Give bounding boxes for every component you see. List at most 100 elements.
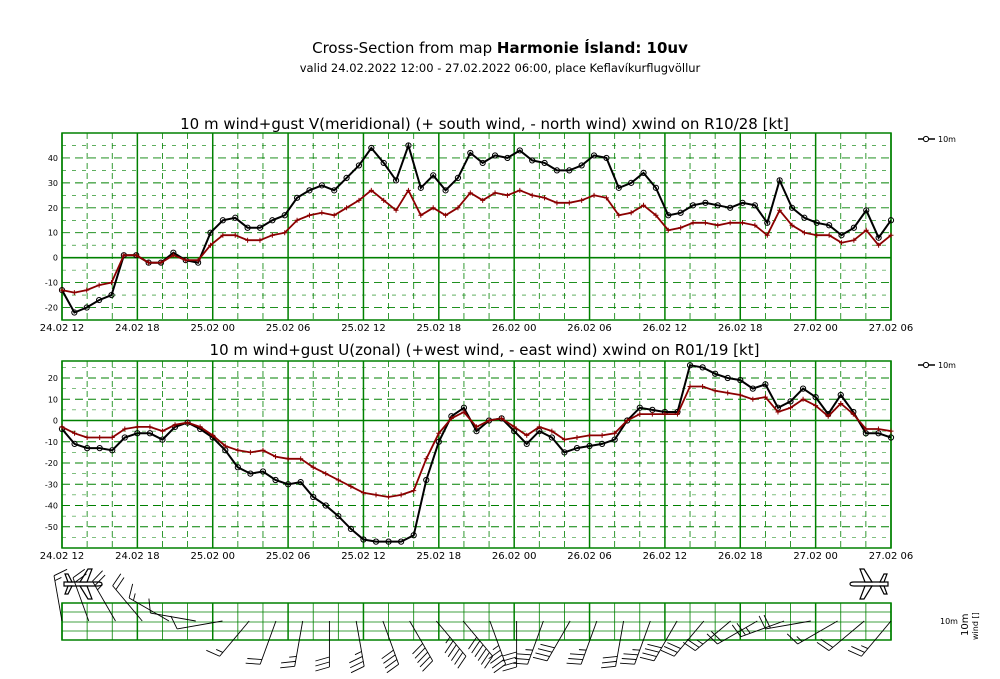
data-point-model [587,432,593,438]
data-point-10m [284,481,292,488]
y-tick-label: -20 [45,459,58,468]
data-point-model [344,205,350,211]
data-point-model [405,187,411,193]
wind-barb-staff [861,620,892,657]
wind-barb-feather [535,652,550,657]
page-title: Cross-Section from map Harmonie Ísland: … [312,39,688,57]
data-point-model [616,212,622,218]
data-point-model [702,220,708,226]
data-point-10m [812,394,819,401]
data-point-10m [875,234,882,241]
data-point-10m [293,194,301,201]
wind-barb [682,620,731,651]
wind-barb-feather [381,649,394,660]
data-point-model [486,418,492,423]
data-point-model [566,200,572,206]
data-point-10m [677,209,684,216]
data-point-10m [219,217,226,224]
data-point-10m [762,381,769,388]
wind-barb-feather [516,653,532,656]
data-point-10m [297,479,304,486]
wind-barb [128,583,170,622]
wind-barb-feather [206,649,220,657]
data-point-model [207,242,213,248]
wind-barb-feather [444,640,454,654]
data-point-10m [435,438,442,445]
data-point-10m [479,159,486,167]
legend-label: 10m [938,135,956,144]
data-point-model [430,205,436,211]
airplane-tail [64,573,73,595]
data-point-10m [548,434,555,441]
data-point-model [492,190,498,196]
data-point-model [108,280,114,286]
wind-barb [315,621,330,672]
data-point-model [436,430,442,436]
wind-barb-panel: 10m 10m wind [] [53,568,980,674]
wind-barb-half-feather [354,651,362,656]
wind-barb [92,570,116,622]
x-tick-label: 26.02 00 [492,551,537,562]
wind-barb-half-feather [445,636,451,644]
wind-barb-feather [566,662,582,665]
data-point-model [84,435,90,440]
data-point-10m [689,202,697,209]
wind-barb-staff [92,580,116,622]
wind-barb-feather [128,583,134,599]
wind-barb-feather [386,663,399,674]
data-point-10m [516,147,523,154]
data-point-model [443,212,449,218]
airplane-icon [849,568,889,600]
y-tick-label: 30 [48,179,58,188]
data-point-10m [109,447,116,454]
wind-barb [245,620,277,665]
wind-barb-feather [663,646,678,653]
data-point-10m [256,224,264,231]
wind-barb-feather [280,665,295,669]
data-point-model [624,418,630,423]
wind-barb-feather [474,644,484,658]
data-point-model [888,428,894,434]
data-point-10m [331,187,338,194]
data-point-model [298,456,304,462]
data-point-10m [355,162,363,169]
wind-barb-feather [568,658,583,660]
data-point-10m [523,440,530,447]
wind-barb-feather [349,656,363,664]
data-point-model [285,456,291,462]
data-point-10m [368,144,375,152]
data-point-model [232,232,238,238]
wind-barb-feather [349,660,364,669]
data-point-10m [739,199,746,206]
wind-barb-half-feather [578,649,587,651]
wind-barb-feather [384,659,398,669]
wind-barb [462,620,494,669]
data-point-model [549,428,555,434]
wind-barb-feather [92,570,103,582]
data-point-model [764,232,770,238]
data-point-model [727,220,733,226]
data-point-model [210,432,216,438]
plot-frame [61,132,892,321]
data-point-model [260,447,266,453]
x-tick-label: 25.02 12 [341,323,386,334]
data-point-model [529,192,535,198]
data-point-10m [335,513,342,520]
wind-barb [436,620,467,669]
data-point-model [411,488,417,494]
data-point-10m [813,219,820,226]
data-point-10m [749,385,756,392]
data-point-10m [573,445,581,452]
airplane-body [63,581,103,587]
data-point-model [825,413,831,419]
y-tick-label: 10 [48,395,58,404]
wind-barb-feather [454,652,464,665]
data-point-10m [838,232,845,239]
wind-barb-feather [660,649,675,657]
wind-barb-feather [74,573,87,583]
data-point-model [690,220,696,226]
wind-barb-feather [471,640,481,654]
wind-barb-staff [546,620,571,662]
wind-barb-staff [653,620,678,662]
data-point-model [599,432,605,438]
